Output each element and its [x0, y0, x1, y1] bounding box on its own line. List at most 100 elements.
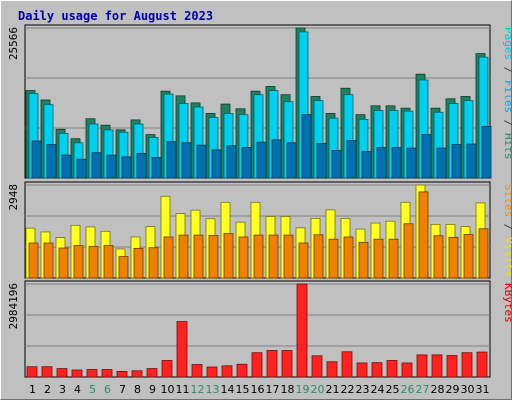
x-tick-label: 30 — [461, 383, 475, 396]
bar-kbytes-day-15 — [236, 363, 248, 378]
bar-sites-day-25 — [388, 238, 399, 279]
x-tick-label: 25 — [386, 383, 400, 396]
bar-sites-day-19 — [298, 242, 309, 279]
bar-sites-day-27 — [418, 191, 429, 279]
bar-pages-day-6 — [106, 154, 117, 179]
bar-kbytes-day-21 — [326, 361, 338, 378]
bar-pages-day-4 — [76, 158, 87, 179]
kbytes-panel-series-kbytes — [26, 283, 488, 378]
bar-pages-day-27 — [421, 134, 432, 179]
bar-pages-day-19 — [301, 114, 312, 179]
bar-sites-day-22 — [343, 236, 354, 279]
x-tick-label: 31 — [476, 383, 490, 396]
x-tick-label: 20 — [311, 383, 325, 396]
bar-sites-day-20 — [313, 234, 324, 279]
kbytes-panel: 2984196 KBytes — [7, 280, 512, 378]
bar-pages-day-21 — [331, 150, 342, 179]
x-tick-label: 28 — [431, 383, 445, 396]
bar-pages-day-18 — [286, 142, 297, 179]
bar-sites-day-2 — [43, 242, 54, 279]
bar-sites-day-7 — [118, 256, 129, 279]
series-label-part: KBytes — [502, 283, 512, 323]
bar-pages-day-23 — [361, 151, 372, 179]
x-tick-label: 11 — [176, 383, 190, 396]
visits-panel-series-label: Sites / Visits — [502, 184, 512, 277]
bar-pages-day-31 — [481, 125, 492, 179]
x-tick-label: 27 — [416, 383, 430, 396]
bar-pages-day-30 — [466, 143, 477, 179]
bar-sites-day-1 — [28, 242, 39, 279]
bar-sites-day-9 — [148, 247, 159, 279]
bar-pages-day-7 — [121, 156, 132, 179]
bar-pages-day-13 — [211, 149, 222, 179]
bar-kbytes-day-26 — [401, 362, 413, 378]
bar-pages-day-9 — [151, 157, 162, 179]
bar-pages-day-17 — [271, 139, 282, 179]
bar-pages-day-12 — [196, 144, 207, 179]
bar-pages-day-11 — [181, 142, 192, 179]
bar-sites-day-3 — [58, 247, 69, 279]
series-label-part: / — [502, 60, 512, 80]
bar-sites-day-23 — [358, 241, 369, 279]
bar-kbytes-day-13 — [206, 366, 218, 378]
bar-sites-day-10 — [163, 236, 174, 279]
x-tick-label: 10 — [161, 383, 175, 396]
x-tick-label: 24 — [371, 383, 385, 396]
kbytes-panel-series-label: KBytes — [502, 283, 512, 323]
bar-sites-day-26 — [403, 223, 414, 279]
x-tick-label: 22 — [341, 383, 355, 396]
bar-kbytes-day-9 — [146, 368, 158, 378]
hits-panel-series-label: Pages / Files / Hits — [502, 27, 512, 160]
x-tick-label: 3 — [59, 383, 66, 396]
bar-pages-day-15 — [241, 147, 252, 179]
x-tick-label: 6 — [104, 383, 111, 396]
bar-sites-day-24 — [373, 238, 384, 279]
series-label-part: Visits — [502, 237, 512, 277]
bar-sites-day-29 — [448, 236, 459, 279]
bar-pages-day-5 — [91, 152, 102, 179]
bar-kbytes-day-28 — [431, 354, 443, 378]
series-label-part: Sites — [502, 184, 512, 217]
bar-kbytes-day-10 — [161, 360, 173, 378]
bar-sites-day-12 — [193, 234, 204, 279]
visits-panel-series-sites — [28, 191, 489, 279]
bar-pages-day-29 — [451, 144, 462, 179]
series-label-part: Pages — [502, 27, 512, 60]
bar-kbytes-day-7 — [116, 370, 128, 378]
bar-kbytes-day-6 — [101, 369, 113, 378]
bar-kbytes-day-2 — [41, 366, 53, 378]
bar-sites-day-11 — [178, 234, 189, 279]
bar-sites-day-13 — [208, 235, 219, 279]
x-tick-label: 1 — [29, 383, 36, 396]
bar-kbytes-day-5 — [86, 369, 98, 378]
bar-kbytes-day-4 — [71, 369, 83, 378]
x-tick-label: 21 — [326, 383, 340, 396]
bar-sites-day-28 — [433, 235, 444, 279]
bar-kbytes-day-18 — [281, 350, 293, 378]
bar-kbytes-day-12 — [191, 364, 203, 378]
hits-panel-max-label: 25566 — [7, 27, 20, 60]
x-tick-label: 17 — [266, 383, 280, 396]
bar-pages-day-2 — [46, 144, 57, 179]
bar-pages-day-20 — [316, 142, 327, 179]
bar-kbytes-day-27 — [416, 354, 428, 378]
bar-sites-day-4 — [73, 245, 84, 279]
bar-sites-day-16 — [253, 234, 264, 279]
bar-sites-day-31 — [478, 228, 489, 279]
bar-kbytes-day-31 — [476, 351, 488, 378]
series-label-part: Hits — [502, 133, 512, 160]
bar-sites-day-17 — [268, 234, 279, 279]
bar-sites-day-6 — [103, 245, 114, 279]
bar-pages-day-8 — [136, 152, 147, 179]
x-tick-label: 13 — [206, 383, 220, 396]
bar-sites-day-15 — [238, 236, 249, 279]
x-tick-label: 26 — [401, 383, 415, 396]
x-tick-label: 5 — [89, 383, 96, 396]
kbytes-panel-max-label: 2984196 — [7, 283, 20, 329]
x-tick-label: 2 — [44, 383, 51, 396]
bar-kbytes-day-25 — [386, 360, 398, 378]
bar-kbytes-day-8 — [131, 370, 143, 378]
bar-kbytes-day-1 — [26, 366, 38, 378]
bar-sites-day-18 — [283, 234, 294, 279]
